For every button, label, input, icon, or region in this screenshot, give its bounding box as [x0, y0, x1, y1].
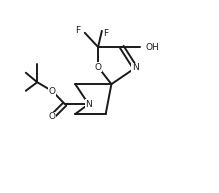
Text: F: F [103, 29, 108, 38]
Text: O: O [95, 63, 102, 72]
Text: O: O [49, 112, 56, 121]
Text: N: N [85, 100, 92, 109]
Text: F: F [76, 26, 81, 35]
Text: O: O [49, 87, 56, 96]
Text: N: N [132, 63, 139, 72]
Text: OH: OH [146, 42, 159, 52]
